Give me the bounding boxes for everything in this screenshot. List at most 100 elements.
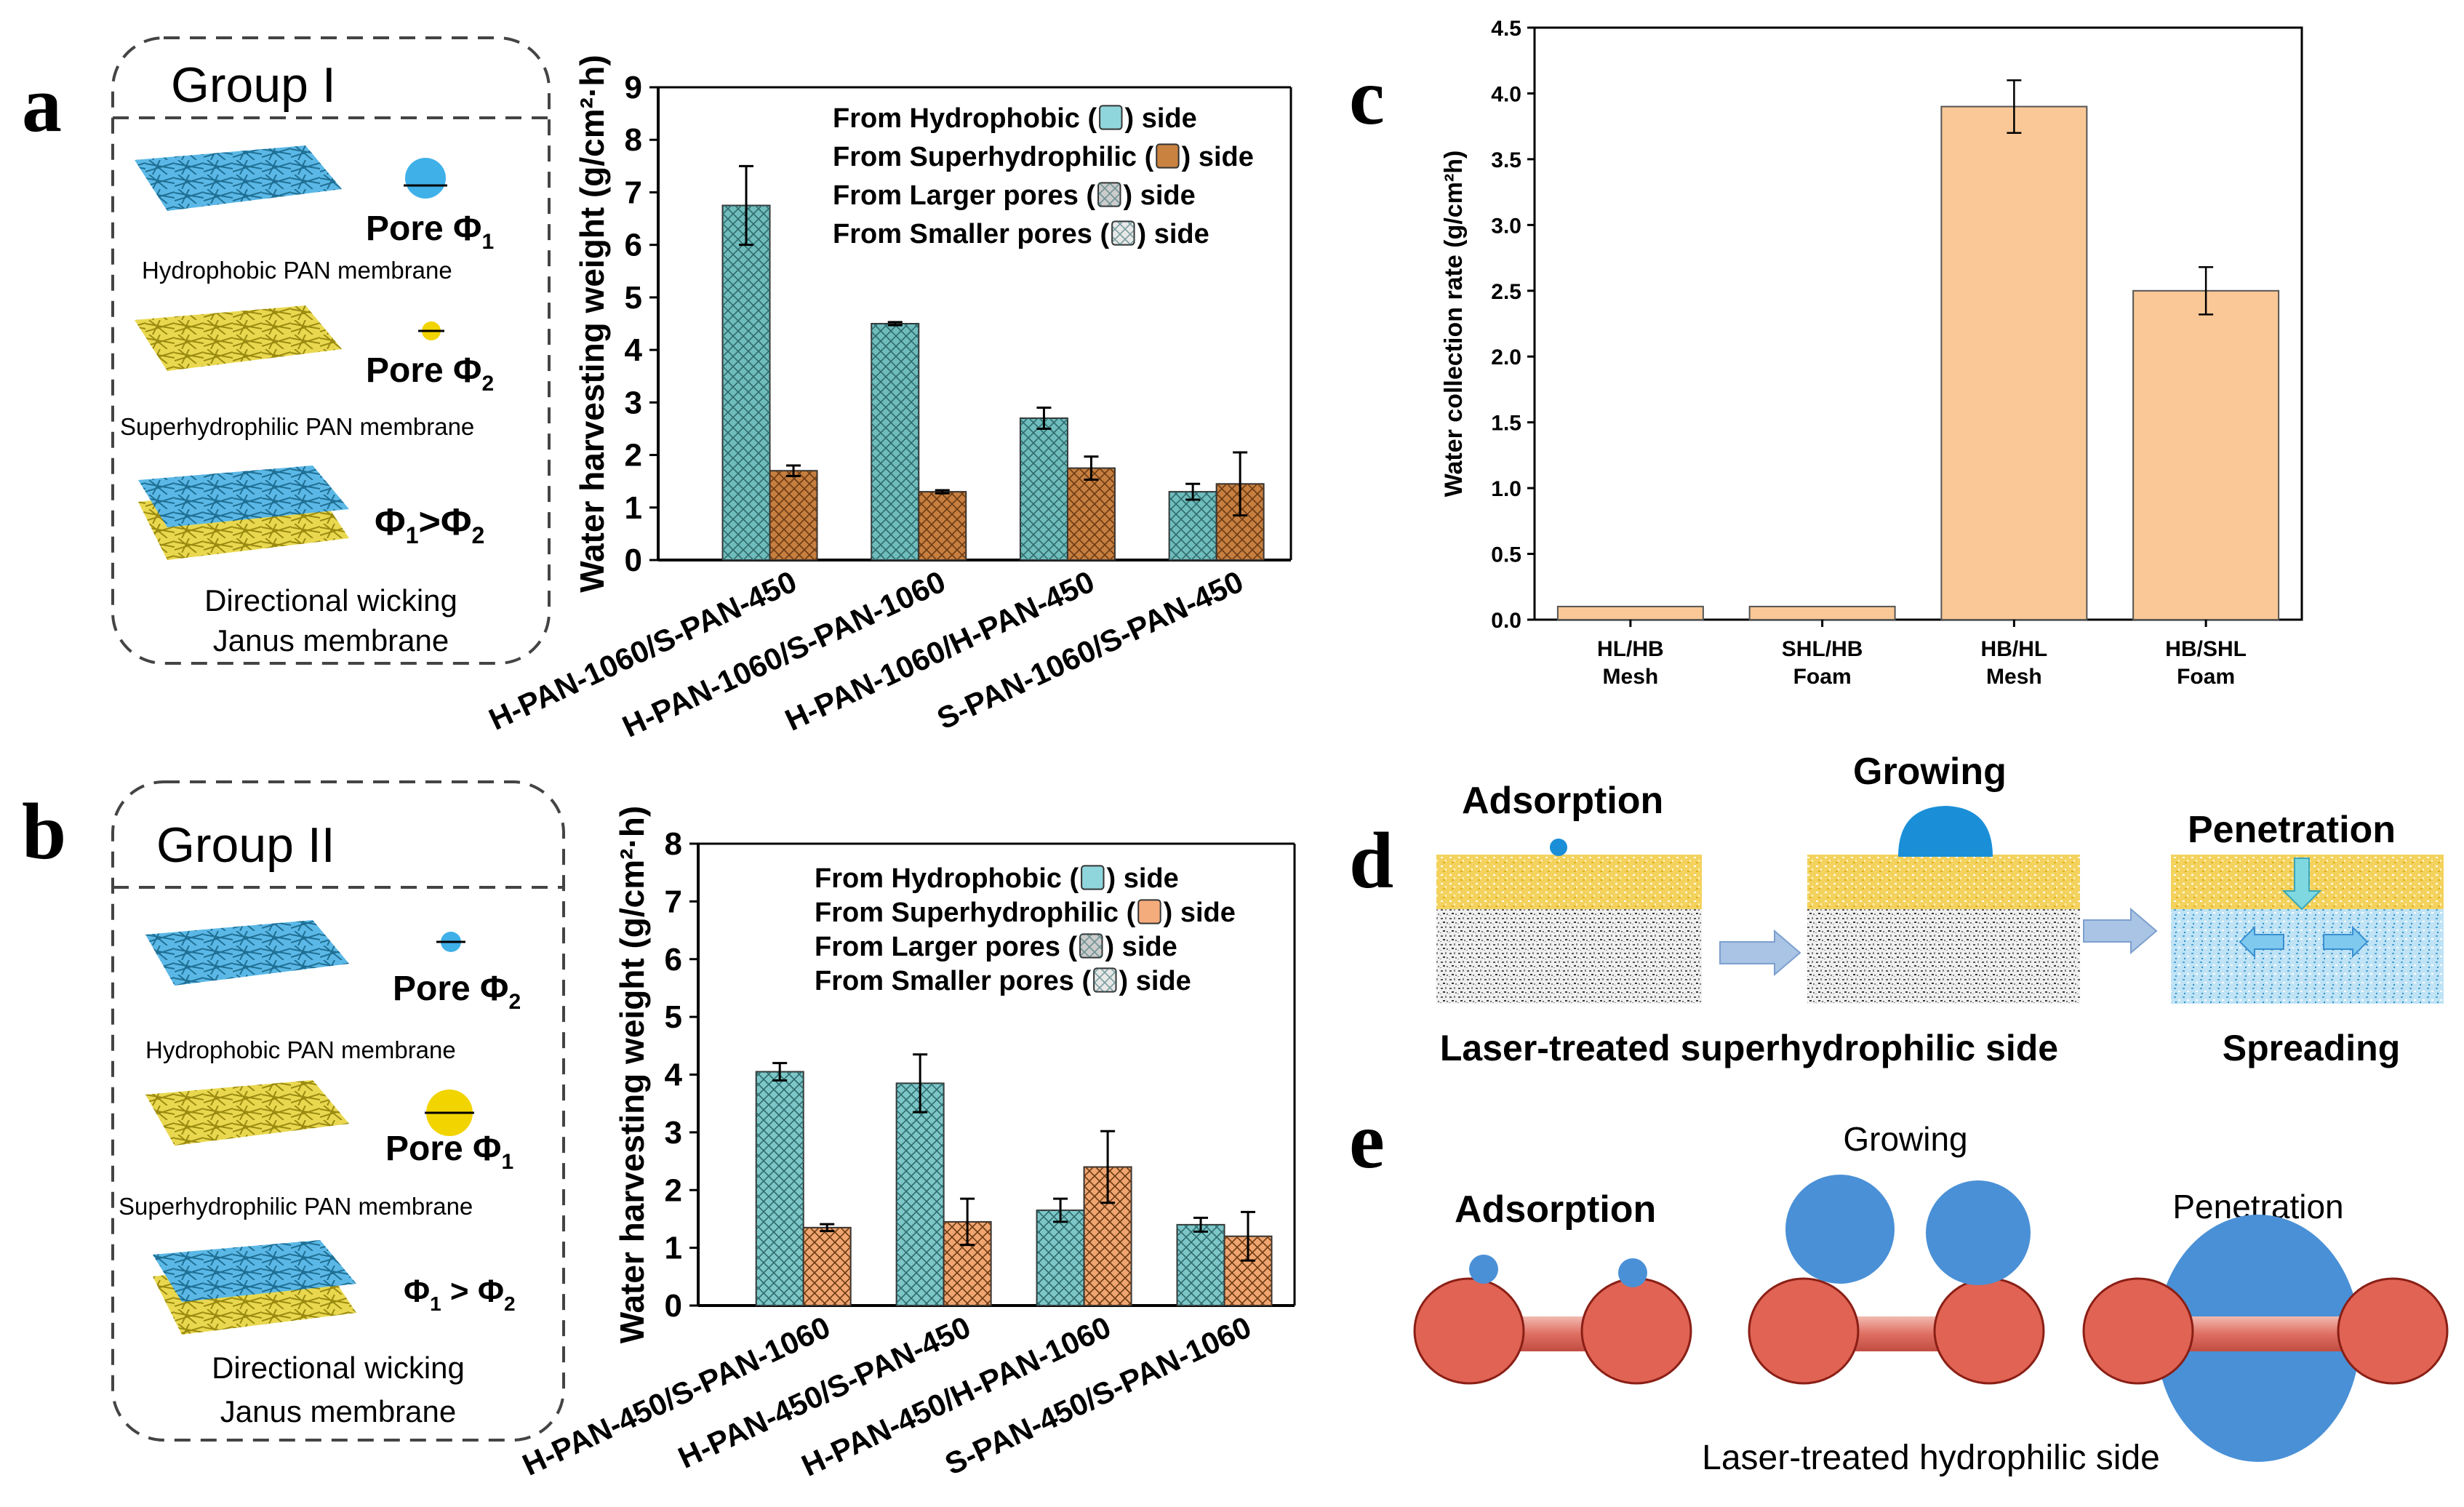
y-tick-label: 1.5: [1491, 412, 1521, 436]
x-tick-label: Mesh: [1986, 665, 2042, 689]
group-2-title: Group II: [156, 818, 335, 873]
bar-hatch: [1020, 418, 1068, 560]
bar-hatch: [756, 1071, 804, 1306]
panel-d-step-1: Adsorption: [1462, 780, 1663, 822]
yellow-membrane-icon: [145, 1080, 349, 1146]
y-tick-label: 3.5: [1491, 148, 1521, 172]
legend-label-suffix: ) side: [1123, 180, 1195, 211]
legend-label-suffix: ) side: [1137, 219, 1209, 249]
legend-label: From Superhydrophilic (: [833, 142, 1154, 172]
fiber-node: [1933, 1277, 2045, 1385]
superhydrophilic-layer: [1436, 855, 1702, 909]
legend-swatch-hatch: [1094, 968, 1116, 992]
y-tick-label: 0.5: [1491, 543, 1521, 567]
y-tick-label: 1: [625, 490, 642, 526]
y-tick-label: 4.0: [1491, 82, 1521, 106]
legend-swatch-hatch: [1112, 221, 1135, 245]
y-tick-label: 5: [625, 280, 642, 316]
group-2-schematic: Group II Pore Φ2 Hydrophobic PAN membran…: [111, 780, 565, 1442]
group-1-pore-2: Pore Φ2: [366, 351, 494, 396]
bar: [1556, 605, 1704, 621]
panel-e-step-1: Adsorption: [1455, 1188, 1656, 1231]
y-tick-label: 6: [625, 228, 642, 263]
group-1-label-3b: Janus membrane: [213, 623, 449, 657]
group-2-relation: Φ1 > Φ2: [404, 1274, 516, 1315]
legend-label-suffix: ) side: [1107, 863, 1179, 894]
x-tick-label: HB/SHL: [2165, 637, 2247, 661]
panel-e-step-2: Growing: [1843, 1120, 1967, 1158]
janus-membrane-icon: [153, 1240, 356, 1335]
y-tick-label: 4: [625, 332, 643, 368]
bar-hatch: [1169, 492, 1217, 560]
bar: [2132, 289, 2280, 620]
group-1-pore-1: Pore Φ1: [366, 209, 494, 254]
legend-label: From Larger pores (: [833, 180, 1095, 211]
hydrophobic-layer: [1436, 909, 1702, 1004]
legend-swatch: [1137, 899, 1161, 924]
y-tick-label: 2.0: [1491, 345, 1521, 369]
x-tick-label: Foam: [2177, 665, 2235, 689]
legend-label-suffix: ) side: [1164, 898, 1236, 928]
bar: [1748, 605, 1896, 621]
y-axis-label: Water collection rate (g/cm²h): [1440, 151, 1468, 497]
bar-hatch: [803, 1227, 851, 1306]
legend-label: From Hydrophobic (: [815, 863, 1079, 894]
y-tick-label: 7: [625, 175, 642, 210]
legend-swatch: [1081, 865, 1105, 890]
y-axis-label: Water harvesting weight (g/cm²·h): [573, 55, 611, 592]
fiber-node: [2337, 1277, 2449, 1385]
panel-d-step-2: Growing: [1853, 751, 2007, 793]
bar-hatch: [1067, 468, 1115, 560]
arrow-left-icon: [2239, 925, 2284, 959]
water-droplet-icon: [1898, 806, 1993, 857]
legend-label: From Superhydrophilic (: [815, 898, 1136, 928]
y-tick-label: 2: [625, 438, 642, 473]
y-tick-label: 8: [665, 826, 682, 862]
legend-label-suffix: ) side: [1182, 142, 1254, 172]
panel-letter-c: c: [1349, 52, 1385, 141]
y-tick-label: 2: [665, 1172, 682, 1208]
group-2-frame: [111, 780, 565, 1442]
legend-label: From Hydrophobic (: [833, 103, 1097, 134]
arrow-right-icon: [1719, 929, 1801, 977]
fiber-node: [1413, 1277, 1525, 1385]
x-tick-label: Foam: [1793, 665, 1852, 689]
y-tick-label: 8: [625, 122, 642, 158]
y-tick-label: 3: [625, 385, 642, 420]
y-tick-label: 4: [665, 1058, 683, 1093]
y-tick-label: 0: [665, 1288, 682, 1324]
group-1-frame: [111, 36, 551, 665]
y-tick-label: 5: [665, 999, 682, 1035]
bar-hatch: [919, 492, 967, 560]
panel-letter-d: d: [1349, 816, 1393, 905]
group-1-label-2: Superhydrophilic PAN membrane: [120, 413, 474, 440]
bar-hatch: [871, 324, 919, 560]
legend-swatch-hatch: [1098, 183, 1121, 207]
arrow-down-icon: [2281, 858, 2322, 911]
y-tick-label: 3: [665, 1115, 682, 1151]
group-2-pore-2: Pore Φ1: [385, 1130, 513, 1174]
y-tick-label: 9: [625, 70, 642, 105]
panel-e-caption: Laser-treated hydrophilic side: [1702, 1439, 2160, 1477]
group-2-pore-1: Pore Φ2: [393, 970, 521, 1014]
legend-label-suffix: ) side: [1119, 966, 1191, 996]
legend-swatch: [1156, 143, 1180, 169]
y-tick-label: 6: [665, 942, 682, 978]
pore-circle-icon: [405, 158, 446, 199]
bar-hatch: [1036, 1210, 1084, 1306]
panel-letter-e: e: [1349, 1096, 1385, 1185]
blue-membrane-icon: [135, 145, 342, 211]
y-tick-label: 2.5: [1491, 280, 1521, 304]
bar-hatch: [769, 471, 817, 560]
chart-b: 0 1 2 3 4 5 6 7 8 Water harvesting weight (g/cm²·…: [517, 806, 1296, 1483]
y-tick-label: 7: [665, 884, 682, 919]
fiber-node: [1748, 1277, 1860, 1385]
fiber-node: [1580, 1277, 1692, 1385]
bar-hatch: [1177, 1224, 1225, 1306]
water-droplet-icon: [1469, 1255, 1498, 1284]
group-1-label-1: Hydrophobic PAN membrane: [142, 257, 452, 284]
superhydrophilic-layer: [1807, 855, 2080, 909]
hydrophobic-layer: [1807, 909, 2080, 1004]
panel-d-diagram: Adsorption Growing Penetration Laser-tre…: [1436, 751, 2444, 1068]
